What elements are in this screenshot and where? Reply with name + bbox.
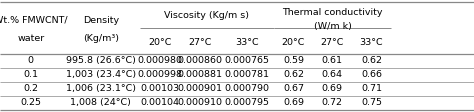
- Text: 0.59: 0.59: [283, 56, 304, 65]
- Text: 0.000881: 0.000881: [177, 70, 222, 79]
- Text: 0.61: 0.61: [322, 56, 343, 65]
- Text: 0.000901: 0.000901: [177, 84, 222, 93]
- Text: 0.000790: 0.000790: [224, 84, 269, 93]
- Text: 33°C: 33°C: [360, 38, 383, 47]
- Text: Viscosity (Kg/m s): Viscosity (Kg/m s): [164, 11, 249, 20]
- Text: 0.000998: 0.000998: [137, 70, 182, 79]
- Text: Density: Density: [82, 16, 119, 25]
- Text: 995.8 (26.6°C): 995.8 (26.6°C): [66, 56, 136, 65]
- Text: 20°C: 20°C: [282, 38, 305, 47]
- Text: 0.00103: 0.00103: [140, 84, 180, 93]
- Text: 0.000765: 0.000765: [224, 56, 269, 65]
- Text: 27°C: 27°C: [188, 38, 211, 47]
- Text: 1,006 (23.1°C): 1,006 (23.1°C): [66, 84, 136, 93]
- Text: 0.72: 0.72: [322, 98, 343, 107]
- Text: 0.000860: 0.000860: [177, 56, 222, 65]
- Text: 0.000781: 0.000781: [224, 70, 269, 79]
- Text: Wt.% FMWCNT/: Wt.% FMWCNT/: [0, 16, 68, 25]
- Text: 0: 0: [28, 56, 34, 65]
- Text: 0.69: 0.69: [322, 84, 343, 93]
- Text: water: water: [17, 34, 45, 43]
- Text: 0.75: 0.75: [361, 98, 382, 107]
- Text: 0.62: 0.62: [361, 56, 382, 65]
- Text: 0.2: 0.2: [23, 84, 38, 93]
- Text: 20°C: 20°C: [148, 38, 172, 47]
- Text: (W/m k): (W/m k): [314, 22, 351, 31]
- Text: 0.62: 0.62: [283, 70, 304, 79]
- Text: 33°C: 33°C: [235, 38, 258, 47]
- Text: 27°C: 27°C: [320, 38, 344, 47]
- Text: Thermal conductivity: Thermal conductivity: [282, 8, 383, 17]
- Text: 0.000910: 0.000910: [177, 98, 222, 107]
- Text: 0.000980: 0.000980: [137, 56, 182, 65]
- Text: 0.64: 0.64: [322, 70, 343, 79]
- Text: 0.1: 0.1: [23, 70, 38, 79]
- Text: 1,003 (23.4°C): 1,003 (23.4°C): [66, 70, 136, 79]
- Text: 0.25: 0.25: [20, 98, 41, 107]
- Text: 0.71: 0.71: [361, 84, 382, 93]
- Text: 0.00104: 0.00104: [140, 98, 180, 107]
- Text: 0.67: 0.67: [283, 84, 304, 93]
- Text: 0.66: 0.66: [361, 70, 382, 79]
- Text: 1,008 (24°C): 1,008 (24°C): [70, 98, 131, 107]
- Text: 0.000795: 0.000795: [224, 98, 269, 107]
- Text: (Kg/m³): (Kg/m³): [83, 34, 118, 43]
- Text: 0.69: 0.69: [283, 98, 304, 107]
